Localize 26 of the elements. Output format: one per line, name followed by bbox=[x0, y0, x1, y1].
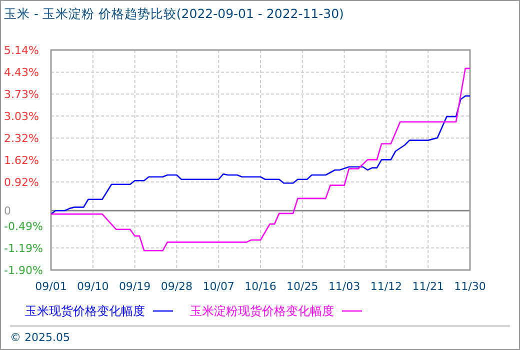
y-tick-label: 0 bbox=[4, 204, 11, 218]
x-tick-label: 11/12 bbox=[370, 280, 402, 293]
y-tick-label: 0.92% bbox=[4, 176, 39, 189]
x-tick-label: 10/07 bbox=[202, 280, 234, 293]
y-tick-label: 3.03% bbox=[4, 110, 39, 123]
legend-label: 玉米现货价格变化幅度 bbox=[25, 304, 145, 318]
y-tick-label: 5.14% bbox=[4, 44, 39, 57]
text: © 2025.05 bbox=[10, 331, 70, 344]
chart-title: 玉米 - 玉米淀粉 价格趋势比较(2022-09-01 - 2022-11-30) bbox=[4, 6, 344, 21]
x-tick-label: 09/10 bbox=[77, 280, 109, 293]
x-tick-label: 09/28 bbox=[160, 280, 193, 293]
x-tick-label: 09/01 bbox=[35, 280, 67, 293]
y-tick-label: -1.19% bbox=[4, 242, 43, 255]
y-tick-label: 1.62% bbox=[4, 154, 39, 167]
x-tick-label: 10/16 bbox=[244, 280, 276, 293]
y-tick-label: 2.32% bbox=[4, 132, 39, 146]
y-tick-label: 4.43% bbox=[4, 66, 39, 80]
legend-label: 玉米淀粉现货价格变化幅度 bbox=[190, 304, 334, 318]
y-tick-label: -0.49% bbox=[4, 220, 43, 233]
x-tick-label: 11/30 bbox=[454, 280, 486, 293]
x-tick-label: 11/03 bbox=[328, 280, 360, 293]
x-tick-label: 09/19 bbox=[118, 280, 151, 293]
y-tick-label: 3.73% bbox=[4, 88, 39, 102]
x-tick-label: 11/21 bbox=[412, 280, 444, 293]
y-tick-label: -1.90% bbox=[4, 264, 43, 277]
x-tick-label: 10/25 bbox=[286, 280, 318, 293]
